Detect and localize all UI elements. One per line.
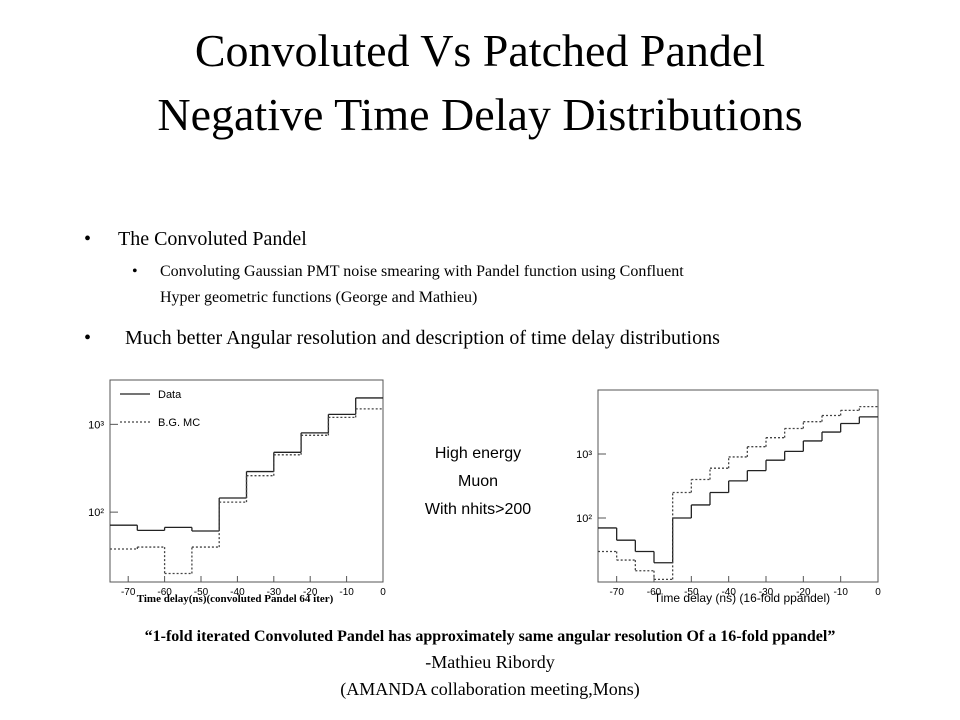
bullet-dot: •: [84, 228, 91, 250]
x-tick-label: -30: [267, 587, 282, 598]
title-line: Convoluted Vs Patched Pandel: [195, 25, 765, 76]
plot-frame: [109, 379, 384, 583]
x-tick-label: -40: [230, 587, 245, 598]
x-tick-label: -60: [647, 587, 662, 598]
y-tick-label: 10²: [576, 513, 592, 525]
legend-label: Data: [158, 389, 182, 401]
x-tick-label: -20: [796, 587, 811, 598]
quote-source: (AMANDA collaboration meeting,Mons): [340, 679, 639, 700]
center-note: With nhits>200: [425, 501, 531, 518]
x-tick-label: -70: [121, 587, 136, 598]
x-tick-label: -70: [609, 587, 624, 598]
bullet: Much better Angular resolution and descr…: [125, 327, 720, 349]
center-note: Muon: [458, 473, 498, 490]
x-tick-label: -50: [684, 587, 699, 598]
x-tick-label: -60: [157, 587, 172, 598]
x-tick-label: -50: [194, 587, 209, 598]
x-axis-label: Time delay(ns)(convoluted Pandel 64 iter…: [137, 593, 334, 605]
plot-frame: [597, 389, 879, 583]
x-axis-label: Time delay (ns) (16-fold ppandel): [654, 591, 830, 605]
quote-author: -Mathieu Ribordy: [425, 652, 554, 672]
y-tick-label: 10³: [88, 419, 104, 431]
x-tick-label: 0: [875, 587, 881, 598]
y-tick-label: 10³: [576, 449, 592, 461]
x-tick-label: -40: [721, 587, 736, 598]
x-tick-label: 0: [380, 587, 386, 598]
bullet-dot: •: [84, 327, 91, 349]
title-line: Negative Time Delay Distributions: [157, 89, 802, 140]
bullet: The Convoluted Pandel: [118, 228, 307, 250]
x-tick-label: -10: [833, 587, 848, 598]
x-tick-label: -30: [759, 587, 774, 598]
x-tick-label: -20: [303, 587, 318, 598]
legend-label: B.G. MC: [158, 417, 200, 429]
sub-bullet: Convoluting Gaussian PMT noise smearing …: [160, 263, 684, 280]
bullet-dot: •: [132, 263, 138, 280]
x-tick-label: -10: [339, 587, 354, 598]
quote: “1-fold iterated Convoluted Pandel has a…: [145, 628, 836, 645]
y-tick-label: 10²: [88, 507, 104, 519]
sub-bullet: Hyper geometric functions (George and Ma…: [160, 289, 477, 306]
center-note: High energy: [435, 445, 521, 462]
